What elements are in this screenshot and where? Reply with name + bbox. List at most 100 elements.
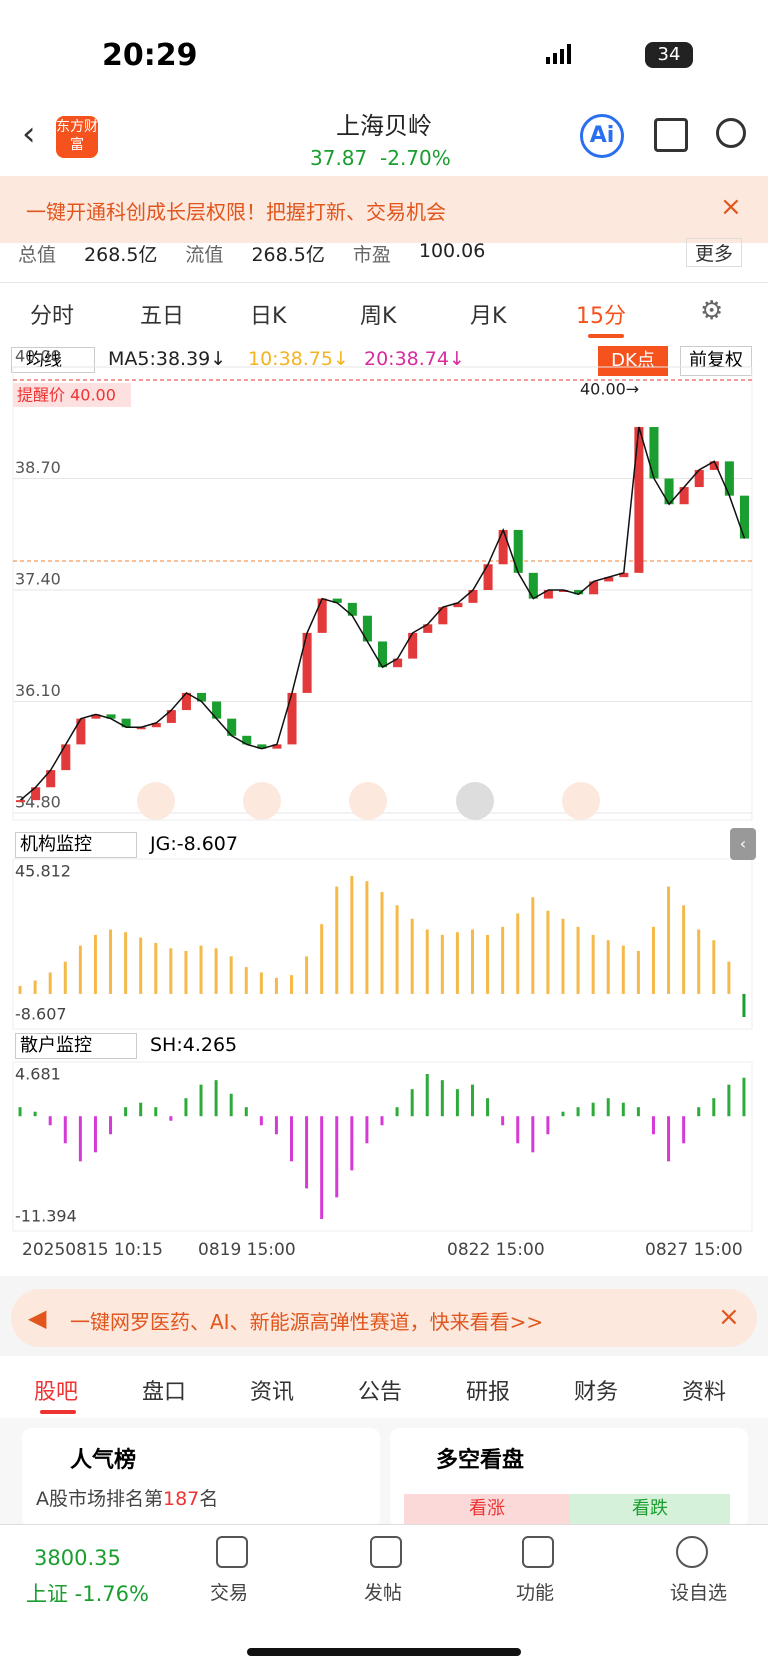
- y-tick-label: 45.812: [15, 862, 71, 881]
- bar: [244, 1107, 248, 1117]
- home-indicator: [247, 1648, 521, 1656]
- bar: [350, 875, 354, 994]
- bar: [395, 1107, 399, 1117]
- y-tick-label: 38.70: [15, 458, 61, 477]
- down[interactable]: 看跌: [570, 1494, 730, 1524]
- collapse[interactable]: ‹: [730, 828, 756, 860]
- candle: [453, 602, 463, 608]
- candle: [242, 735, 252, 745]
- candle: [287, 692, 297, 745]
- y-tick-label: 37.40: [15, 570, 61, 589]
- x-tick-label: 0827 15:00: [645, 1240, 743, 1260]
- period-tab[interactable]: 月K: [470, 304, 507, 329]
- bar: [350, 1116, 354, 1171]
- candle: [46, 770, 56, 788]
- jg-select[interactable]: 机构监控: [15, 832, 137, 858]
- bar: [501, 926, 505, 994]
- bar: [139, 937, 143, 994]
- period-tab[interactable]: 五日: [140, 304, 185, 329]
- bar: [229, 956, 233, 994]
- sub-tab[interactable]: 公告: [358, 1380, 403, 1405]
- candle: [31, 787, 41, 801]
- bar: [124, 932, 128, 994]
- up[interactable]: 看涨: [404, 1494, 570, 1524]
- candle: [589, 581, 599, 595]
- rank-post: 名: [199, 1488, 219, 1510]
- fq-button[interactable]: 前复权: [680, 346, 752, 376]
- sub-tab[interactable]: 盘口: [142, 1380, 187, 1405]
- bar: [18, 985, 22, 994]
- rank-pre: A股市场排名第: [36, 1488, 163, 1510]
- search[interactable]: [716, 118, 746, 148]
- sub-tab[interactable]: 财务: [574, 1380, 619, 1405]
- candle: [574, 590, 584, 595]
- bar: [531, 897, 535, 994]
- nav-item[interactable]: 交易: [210, 1582, 249, 1604]
- sh-select[interactable]: 散户监控: [15, 1033, 137, 1059]
- nav-item[interactable]: 发帖: [364, 1582, 403, 1604]
- bar: [169, 1116, 173, 1121]
- clock: 20:29: [102, 38, 198, 73]
- stat: 市盈: [352, 244, 391, 266]
- nav-item[interactable]: 设自选: [670, 1582, 728, 1604]
- sub-tab[interactable]: 研报: [466, 1380, 511, 1405]
- candle: [634, 427, 644, 573]
- candle: [739, 495, 749, 539]
- bar: [410, 1089, 414, 1117]
- period-tab[interactable]: 15分: [576, 304, 626, 329]
- bar: [109, 1116, 113, 1135]
- sub-tab[interactable]: 资料: [682, 1380, 727, 1405]
- rank-card[interactable]: [22, 1428, 380, 1528]
- zoom-button: [456, 782, 494, 820]
- settings[interactable]: ⚙: [700, 296, 724, 326]
- dk-button[interactable]: DK点: [598, 346, 668, 376]
- bar: [576, 926, 580, 994]
- index-name: 上证 -1.76%: [26, 1582, 149, 1606]
- candle: [619, 572, 629, 578]
- alert: 提醒价 40.00: [17, 386, 116, 405]
- stat: 100.06: [418, 240, 486, 262]
- zoom-button: [137, 782, 175, 820]
- banner2[interactable]: [11, 1289, 757, 1347]
- bar: [18, 1107, 22, 1117]
- bar: [667, 1116, 671, 1162]
- candle: [151, 722, 161, 728]
- ma5: MA5:38.39↓: [108, 348, 227, 370]
- sub-tab[interactable]: 股吧: [34, 1380, 79, 1405]
- bar: [561, 918, 565, 994]
- change: -2.70%: [380, 146, 451, 170]
- bar: [33, 1111, 37, 1117]
- bar: [576, 1107, 580, 1117]
- sh-value: SH:4.265: [150, 1034, 238, 1056]
- banner2-close[interactable]: ×: [718, 1302, 740, 1332]
- bar: [33, 980, 37, 994]
- bar: [214, 1080, 218, 1117]
- banner-close[interactable]: ×: [720, 192, 742, 222]
- sub-tab[interactable]: 资讯: [250, 1380, 295, 1405]
- banner[interactable]: [0, 176, 768, 243]
- bar: [651, 926, 655, 994]
- nav-item[interactable]: 功能: [516, 1582, 555, 1604]
- bar: [305, 956, 309, 994]
- bar: [606, 940, 610, 994]
- back[interactable]: ‹: [22, 114, 36, 154]
- period-tab[interactable]: 分时: [30, 304, 75, 329]
- ai-button[interactable]: Ai: [580, 114, 624, 158]
- period-tab[interactable]: 周K: [360, 304, 397, 329]
- bar: [742, 993, 746, 1017]
- bar: [154, 942, 158, 994]
- bar: [621, 1102, 625, 1117]
- ma-select[interactable]: 均线: [11, 347, 95, 373]
- divider: [0, 282, 768, 283]
- candle: [121, 718, 131, 728]
- y-tick-label: 34.80: [15, 793, 61, 812]
- candle: [423, 624, 433, 633]
- candle: [272, 744, 282, 749]
- candle: [91, 714, 101, 719]
- candle: [543, 590, 553, 599]
- bar: [259, 1116, 263, 1126]
- share[interactable]: [654, 118, 688, 152]
- period-tab[interactable]: 日K: [250, 304, 287, 329]
- bar: [63, 1116, 67, 1144]
- more[interactable]: 更多: [686, 238, 743, 267]
